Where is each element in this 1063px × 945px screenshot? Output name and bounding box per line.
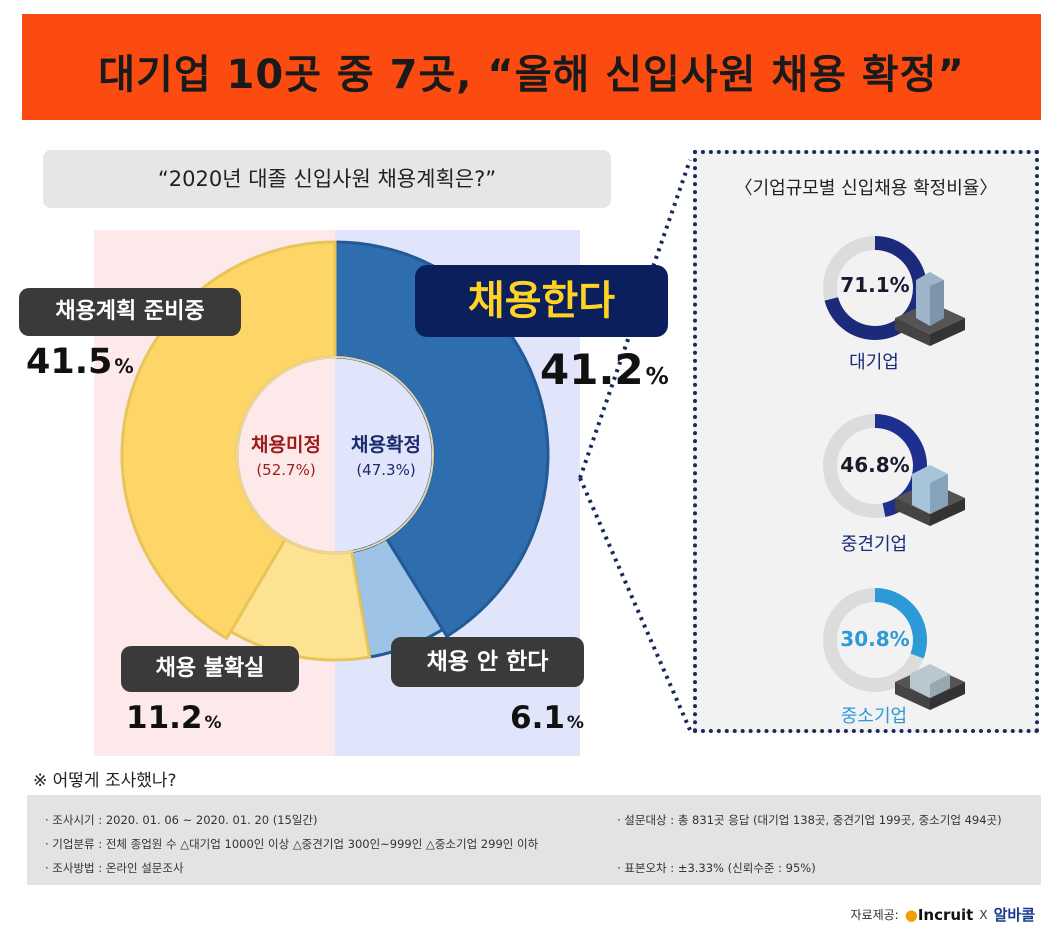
center-label-decided: 채용확정 (47.3%) (336, 430, 436, 479)
mid-company-value: 46.8% (840, 453, 910, 477)
donut-fill-2 (875, 588, 927, 659)
survey-notes-title: ※ 어떻게 조사했나? (33, 771, 177, 791)
large-company-value: 71.1% (840, 273, 910, 297)
decided-title: 채용확정 (351, 434, 421, 456)
building-icon-medium (895, 465, 965, 526)
note-period: · 조사시기 : 2020. 01. 06 ~ 2020. 01. 20 (15… (45, 813, 318, 827)
building-icon-small (895, 664, 965, 710)
brand-separator: X (979, 907, 988, 922)
donut-hole-ring (236, 356, 434, 554)
undecided-title: 채용미정 (251, 434, 321, 456)
small-company-label: 중소기업 (840, 706, 908, 727)
note-method: · 조사방법 : 온라인 설문조사 (45, 861, 184, 875)
albacall-logo: 알바콜 (993, 906, 1035, 924)
value-preparing: 41.5% (26, 342, 134, 382)
connector-line-bottom (578, 477, 692, 731)
mid-company-label: 중견기업 (840, 534, 908, 555)
note-target: · 설문대상 : 총 831곳 응답 (대기업 138곳, 중견기업 199곳,… (617, 813, 1002, 827)
survey-notes-box (27, 795, 1041, 885)
source-label: 자료제공: (850, 908, 899, 922)
note-classification: · 기업분류 : 전체 종업원 수 △대기업 1000인 이상 △중견기업 30… (45, 837, 539, 851)
value-uncertain: 11.2% (126, 700, 222, 736)
building-icon-large (895, 272, 965, 346)
label-hiring: 채용한다 (415, 265, 668, 337)
label-uncertain: 채용 불확실 (121, 646, 299, 692)
note-error: · 표본오차 : ±3.33% (신뢰수준 : 95%) (617, 861, 816, 875)
label-not-hiring: 채용 안 한다 (391, 637, 584, 687)
incruit-logo: ●Incruit (904, 905, 974, 924)
decided-sub: (47.3%) (356, 461, 416, 479)
undecided-sub: (52.7%) (256, 461, 316, 479)
page-title: 대기업 10곳 중 7곳, “올해 신입사원 채용 확정” (98, 52, 965, 98)
source-footer: 자료제공: ●Incruit X 알바콜 (851, 904, 1036, 925)
small-company-value: 30.8% (840, 627, 910, 651)
value-hiring: 41.2% (540, 345, 669, 394)
value-not-hiring: 6.1% (510, 700, 584, 736)
large-company-label: 대기업 (849, 352, 899, 373)
incruit-text: Incruit (917, 905, 974, 924)
survey-question: “2020년 대졸 신입사원 채용계획은?” (43, 150, 611, 208)
center-label-undecided: 채용미정 (52.7%) (236, 430, 336, 479)
size-breakdown-title: 〈기업규모별 신입채용 확정비율〉 (734, 178, 998, 199)
title-banner: 대기업 10곳 중 7곳, “올해 신입사원 채용 확정” (22, 14, 1041, 120)
label-preparing: 채용계획 준비중 (19, 288, 241, 336)
